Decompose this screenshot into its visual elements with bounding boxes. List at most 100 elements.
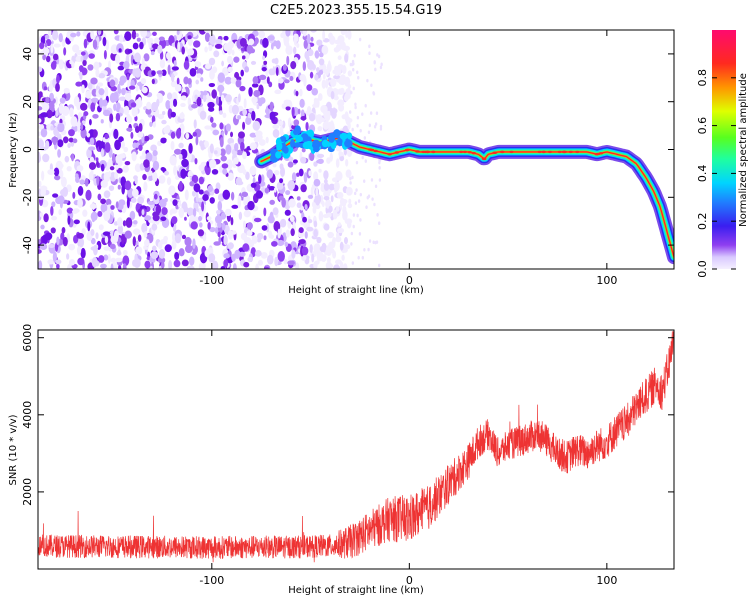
spectrogram-peak [481, 157, 487, 160]
spectrogram-cell [268, 230, 273, 239]
spectrogram-cell [261, 67, 267, 72]
spectrogram-cell [214, 215, 223, 224]
spectrogram-cell [204, 165, 208, 173]
snr-series-line [38, 331, 674, 563]
spectrogram-cell [377, 263, 381, 268]
spectrogram-cell [176, 30, 180, 36]
spectrogram-blob [275, 151, 282, 159]
spectrogram-cell [285, 30, 291, 37]
spectrogram-blob [328, 132, 335, 143]
spectrogram-cell [103, 246, 110, 251]
spectrogram-cell [66, 253, 70, 260]
spectrogram-peak [557, 150, 562, 154]
spectrogram-cell [58, 209, 62, 216]
spectrogram-cell [258, 74, 267, 81]
spectrogram-cell [376, 53, 379, 57]
spectrogram-cell [108, 158, 113, 167]
spectrogram-cell [347, 70, 353, 77]
spectrogram-cell [110, 85, 117, 92]
spectrogram-cell [141, 222, 148, 234]
spectrogram-cell [249, 48, 256, 54]
spectrogram-cell [256, 232, 264, 240]
spectrogram-cell [327, 231, 334, 239]
spectrogram-cell [287, 161, 294, 168]
spectrogram-cell [53, 167, 60, 177]
spectrogram-cell [208, 57, 216, 66]
spectrogram-cell [208, 253, 216, 263]
spectrogram-cell [45, 232, 53, 241]
spectrogram-cell [38, 239, 41, 245]
spectrogram-cell [293, 46, 297, 55]
spectrogram-cell [283, 36, 288, 46]
spectrogram-cell [156, 92, 162, 98]
spectrogram-cell [296, 196, 301, 201]
spectrogram-cell [116, 43, 124, 54]
spectrogram-cell [227, 242, 234, 250]
spectrogram-cell [242, 169, 247, 175]
spectrogram-cell [157, 44, 163, 54]
spectrogram-cell [317, 93, 323, 101]
spectrogram-cell [269, 199, 275, 205]
spectrogram-cell [55, 82, 60, 92]
spectrogram-cell [299, 88, 303, 97]
spectrogram-cell [130, 102, 137, 108]
spectrogram-cell [313, 220, 318, 228]
spectrogram-cell [52, 53, 59, 61]
spectrogram-cell [124, 230, 132, 239]
spectrogram-cell [377, 54, 381, 59]
spectrogram-cell [333, 95, 339, 101]
spectrogram-cell [196, 73, 202, 79]
spectrogram-cell [335, 206, 340, 212]
spectrogram-cell [100, 203, 108, 213]
spectrogram-cell [123, 146, 129, 153]
spectrogram-cell [88, 53, 95, 59]
spectrogram-cell [77, 257, 85, 266]
spectrogram-cell [56, 74, 60, 84]
spectrogram-cell [134, 125, 140, 134]
spectrogram-cell [95, 68, 100, 78]
spectrogram-cell [268, 185, 276, 191]
spectrogram-cell [211, 169, 219, 175]
spectrogram-cell [126, 115, 133, 124]
spectrogram-cell [181, 234, 187, 240]
spectrogram-cell [301, 147, 306, 153]
spectrogram-cell [88, 162, 97, 170]
spectrogram-cell [303, 39, 308, 49]
spectrogram-cell [320, 105, 328, 114]
spectrogram-cell [269, 101, 274, 112]
spectrogram-cell [357, 75, 360, 80]
spectrogram-cell [227, 258, 233, 264]
spectrogram-cell [209, 226, 216, 233]
spectrogram-cell [189, 68, 197, 77]
spectrogram-cell [57, 148, 61, 158]
spectrogram-cell [73, 96, 80, 107]
spectrogram-cell [92, 113, 99, 119]
spectrogram-cell [109, 92, 117, 103]
spectrogram-cell [97, 30, 102, 36]
spectrogram-blob [275, 137, 282, 147]
spectrogram-cell [289, 75, 294, 82]
spectrogram-cell [222, 168, 228, 175]
spectrogram-cell [209, 69, 215, 80]
spectrogram-cell [77, 123, 81, 133]
spectrogram-cell [49, 92, 54, 102]
spectrogram-cell [46, 55, 51, 63]
spectrogram-cell [38, 131, 41, 137]
spectrogram-cell [103, 210, 111, 222]
spectrogram-cell [118, 199, 126, 206]
spectrogram-cell [340, 30, 347, 36]
spectrogram-cell [125, 217, 133, 228]
spectrogram-cell [172, 98, 178, 107]
spectrogram-cell [176, 77, 180, 86]
spectrogram-cell [378, 166, 381, 170]
spectrogram-cell [241, 191, 249, 198]
spectrogram-cell [343, 236, 348, 245]
spectrogram-blob [293, 142, 302, 148]
spectrogram-cell [110, 235, 119, 244]
spectrogram-cell [349, 181, 352, 185]
spectrogram-cell [299, 98, 305, 108]
spectrogram-cell [227, 66, 233, 73]
spectrogram-panel: -100 0 100 -40 -20 0 20 40 Height of straight l… [8, 29, 675, 296]
spectrogram-cell [70, 32, 77, 38]
snr-ytick-label: 6000 [21, 324, 34, 352]
